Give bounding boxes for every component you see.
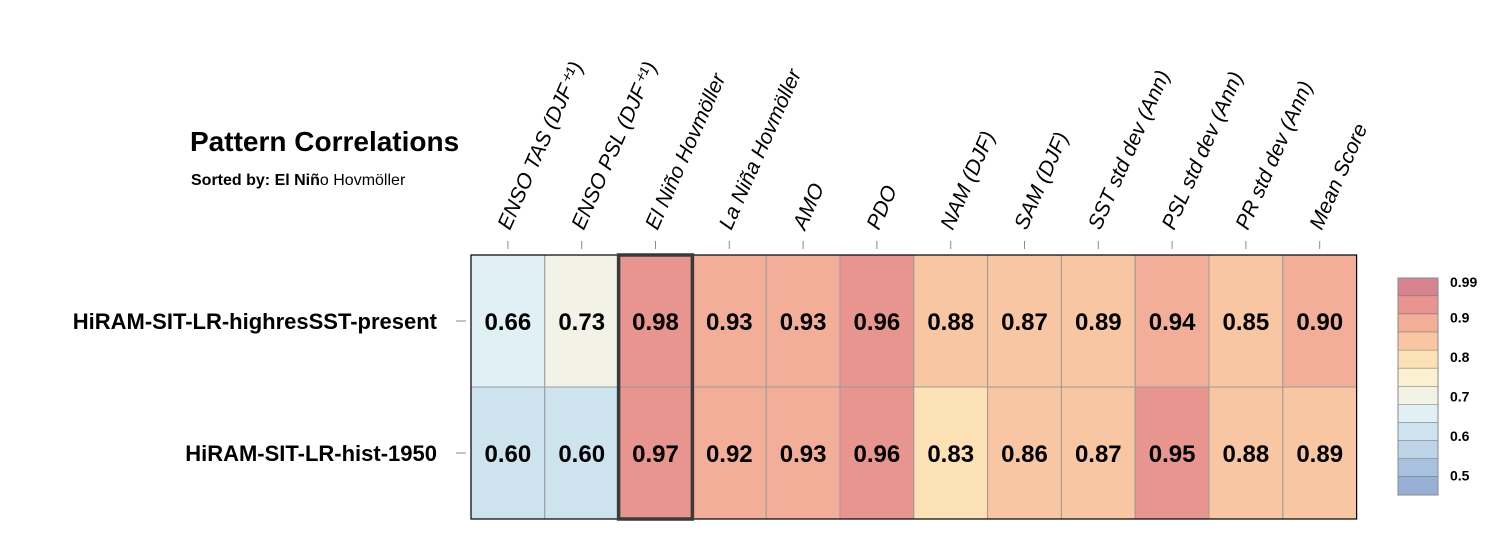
cell-value-label: 0.93 — [706, 309, 753, 336]
column-label: AMO — [788, 180, 829, 235]
cell-value-label: 0.86 — [1001, 441, 1048, 468]
heatmap-border — [470, 254, 1358, 520]
colorbar-band — [1398, 296, 1438, 315]
highlighted-column-outline — [616, 253, 695, 521]
colorbar-band — [1398, 314, 1438, 333]
column-label: La Niña Hovmöller — [715, 65, 807, 233]
cell-value-label: 0.89 — [1075, 309, 1122, 336]
colorbar-tick-label: 0.5 — [1450, 467, 1470, 483]
colorbar-tick-label: 0.99 — [1450, 274, 1477, 290]
column-label: PDO — [862, 182, 902, 233]
heatmap-cell — [544, 386, 620, 520]
colorbar-border — [1397, 277, 1439, 496]
colorbar-band — [1398, 386, 1438, 406]
chart-title: Pattern Correlations — [190, 126, 460, 157]
cell-value-label: 0.94 — [1149, 309, 1196, 336]
heatmap-cell — [839, 254, 915, 388]
colorbar-band — [1398, 476, 1438, 496]
row-labels: HiRAM-SIT-LR-highresSST-present HiRAM-SIT… — [73, 309, 466, 466]
heatmap-cell — [618, 386, 693, 520]
colorbar-band — [1398, 404, 1438, 424]
cell-value-label: 0.85 — [1223, 309, 1270, 336]
colorbar-band — [1398, 422, 1438, 442]
colorbar-tick-label: 0.8 — [1450, 349, 1470, 365]
heatmap-cell — [1208, 386, 1284, 520]
cell-value-label: 0.89 — [1296, 441, 1343, 468]
column-label: Mean Score — [1305, 120, 1372, 233]
cell-value-label: 0.88 — [927, 309, 974, 336]
row-label: HiRAM-SIT-LR-highresSST-present — [73, 309, 438, 334]
column-label: SST std dev (Ann) — [1084, 67, 1175, 233]
column-label: PR std dev (Ann) — [1231, 78, 1317, 233]
column-label: SAM (DJF) — [1010, 129, 1073, 233]
colorbar-band — [1398, 332, 1438, 351]
colorbar: 0.99 0.9 0.8 0.7 0.6 0.5 — [1397, 274, 1477, 496]
cell-value-label: 0.93 — [780, 441, 827, 468]
cell-value-label: 0.87 — [1075, 441, 1122, 468]
colorbar-band — [1398, 440, 1438, 460]
column-label: NAM (DJF) — [936, 128, 1000, 233]
cell-value-label: 0.96 — [854, 441, 901, 468]
heatmap-cell — [1134, 386, 1210, 520]
subtitle-suffix: o Hovmöller — [319, 172, 406, 189]
column-label: El Niño Hovmöller — [641, 69, 731, 233]
cell-value-label: 0.90 — [1296, 309, 1343, 336]
heatmap-cell — [913, 386, 989, 520]
cell-value-label: 0.98 — [632, 309, 679, 336]
cell-value-label: 0.88 — [1223, 441, 1270, 468]
heatmap-cell — [1282, 386, 1358, 520]
colorbar-band — [1398, 350, 1438, 369]
heatmap-cell — [1060, 386, 1136, 520]
cell-value-label: 0.60 — [485, 441, 532, 468]
cell-value-label: 0.93 — [780, 309, 827, 336]
cell-value-label: 0.83 — [927, 441, 974, 468]
colorbar-tick-label: 0.9 — [1450, 309, 1470, 325]
cell-value-label: 0.66 — [485, 309, 532, 336]
cell-value-label: 0.60 — [558, 441, 605, 468]
heatmap-cell — [1134, 254, 1210, 388]
heatmap-cell — [765, 386, 841, 520]
colorbar-band — [1398, 278, 1438, 297]
cell-value-label: 0.97 — [632, 441, 679, 468]
cell-value-label: 0.96 — [854, 309, 901, 336]
column-labels: ENSO TAS (DJF⁺¹)ENSO PSL (DJF⁺¹)El Niño … — [493, 58, 1372, 249]
row-label: HiRAM-SIT-LR-hist-1950 — [185, 441, 437, 466]
cell-value-label: 0.73 — [558, 309, 605, 336]
heatmap-cell — [470, 386, 546, 520]
heatmap-cell — [1060, 254, 1136, 388]
chart-subtitle: Sorted by: El Niño Hovmöller — [191, 172, 405, 190]
heatmap-cell — [839, 386, 915, 520]
colorbar-tick-label: 0.6 — [1450, 428, 1470, 444]
heatmap-cells: 0.66 0.73 0.98 0.93 0.93 0.96 0.88 0.87 0.89 0.94… — [470, 253, 1358, 521]
colorbar-band — [1398, 458, 1438, 478]
heatmap-cell — [1208, 254, 1284, 388]
subtitle-prefix: Sorted by: El Niñ — [191, 172, 320, 189]
heatmap-cell — [544, 254, 620, 388]
heatmap-cell — [1282, 254, 1358, 388]
cell-value-label: 0.95 — [1149, 441, 1196, 468]
column-label: PSL std dev (Ann) — [1158, 68, 1248, 233]
cell-value-label: 0.92 — [706, 441, 753, 468]
heatmap-cell — [691, 254, 767, 388]
colorbar-tick-label: 0.7 — [1450, 388, 1470, 404]
colorbar-band — [1398, 368, 1438, 387]
cell-value-label: 0.87 — [1001, 309, 1048, 336]
heatmap-cell — [765, 254, 841, 388]
heatmap-cell — [987, 386, 1062, 520]
